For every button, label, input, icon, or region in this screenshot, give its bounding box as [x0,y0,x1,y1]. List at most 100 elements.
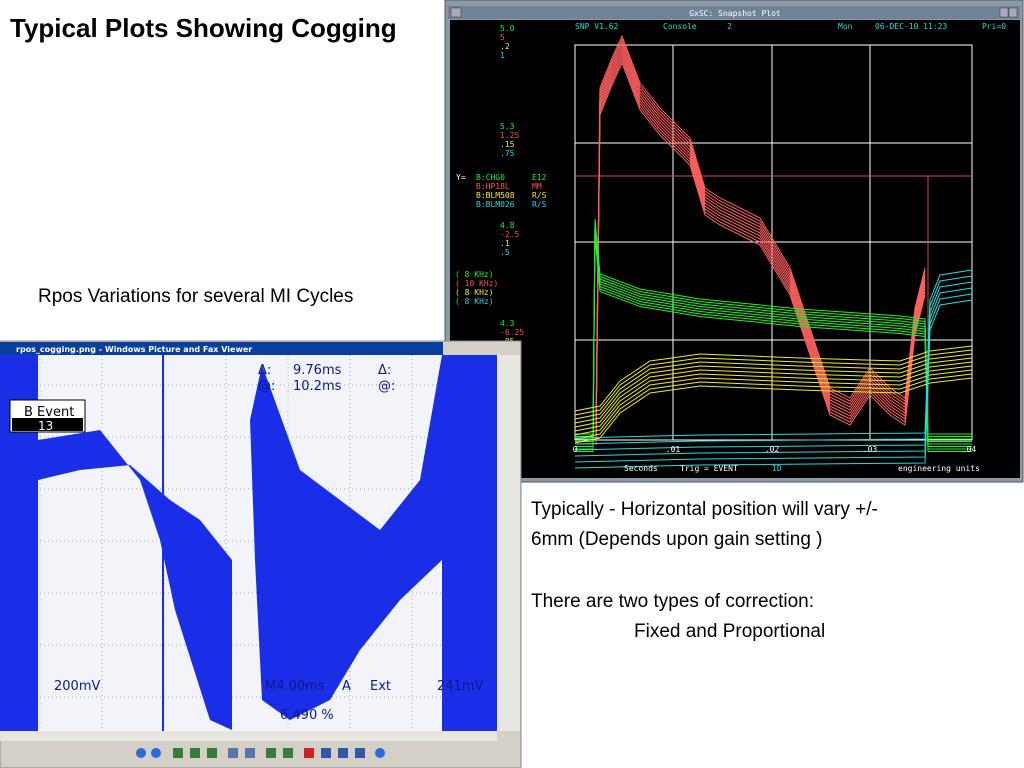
scrollbar[interactable] [0,731,497,741]
x-tick-label: .04 [962,445,977,454]
trace [574,345,973,412]
axis-label: 1.25 [500,131,519,140]
toolbar-button[interactable] [151,748,161,758]
rate-label: ( 10 KHz) [455,279,498,288]
window-button[interactable] [1008,7,1018,18]
legend-entry: B:BLM508 [476,191,515,200]
trace [595,52,926,437]
status-text: A [342,679,351,694]
toolbar-button[interactable] [173,748,183,758]
axis-label: .1 [500,239,510,248]
axis-label: -2.5 [500,230,519,239]
toolbar-button[interactable] [338,748,348,758]
snapshot-window: GxSC: Snapshot Plot SNP V1.62 Console 2 Mon… [444,0,1024,483]
status-text: 6.490 % [280,708,334,723]
trace [574,349,973,416]
body-text: 6mm (Depends upon gain setting ) [531,529,823,550]
cursor-text: @: [258,379,275,394]
trace-fill [38,430,232,730]
slide-title: Typical Plots Showing Cogging [10,13,397,43]
cursor-text: Δ: [258,363,271,378]
event-number-bg [12,418,83,431]
trace [574,299,973,469]
body-text: Fixed and Proportional [634,621,825,642]
toolbar-button[interactable] [190,748,200,758]
trace [574,369,973,436]
toolbar-button[interactable] [245,748,255,758]
legend-unit: R/S [532,191,547,200]
scrollbar[interactable] [497,355,520,731]
x-tick-label: .02 [765,445,780,454]
trace [595,37,926,422]
axis-label: .75 [500,149,515,158]
axis-label: 5.3 [500,122,515,131]
window-title: GxSC: Snapshot Plot [689,9,781,18]
toolbar-button[interactable] [304,748,314,758]
toolbar [136,748,385,758]
window-button[interactable] [999,7,1009,18]
viewer-window: rpos_cogging.png - Windows Picture and F… [0,340,522,768]
status-text: 241mV [437,679,483,694]
caption: Rpos Variations for several MI Cycles [38,286,353,307]
rate-label: ( 8 KHz) [455,297,494,306]
toolbar-button[interactable] [207,748,217,758]
trace [574,353,973,420]
rate-label: ( 8 KHz) [455,288,494,297]
trace [595,43,926,428]
toolbar-button[interactable] [136,748,146,758]
window-title: rpos_cogging.png - Windows Picture and F… [16,345,252,354]
trace [574,361,973,428]
trace [595,55,926,440]
header-text: SNP V1.62 [575,22,619,31]
toolbar-button[interactable] [283,748,293,758]
toolbar-button[interactable] [375,748,385,758]
toolbar-button[interactable] [228,748,238,758]
trace [595,49,926,434]
trace [595,58,926,443]
footer-text: Trig = EVENT [680,464,738,473]
header-text: 2 [727,22,732,31]
x-tick-label: .03 [863,445,878,454]
title-bar [448,6,1020,19]
rate-label: ( 8 KHz) [455,270,494,279]
cursor-text: 10.2ms [293,379,342,394]
axis-label: 4.3 [500,319,515,328]
legend-entry: B:HP18L [476,182,510,191]
toolbar-button[interactable] [321,748,331,758]
axis-label: -6.25 [500,328,524,337]
trace-fill [250,355,442,720]
traces [574,34,973,469]
axis-label: 5.0 [500,24,515,33]
toolbar-button[interactable] [355,748,365,758]
trace [574,373,973,440]
axis-label: 1 [500,51,505,60]
x-tick-label: .01 [666,445,681,454]
window-button[interactable] [450,7,462,18]
header-text: Console [663,22,697,31]
cursor-text: Δ: [378,363,391,378]
cursor-text: @: [378,379,395,394]
axis-label: 5 [500,33,505,42]
toolbar-button[interactable] [266,748,276,758]
trace [595,34,926,419]
legend-entry: B:CHG0 [476,173,505,182]
cursor-text: 9.76ms [293,363,342,378]
plot-background [450,20,1020,478]
trace [595,40,926,425]
event-number: 13 [38,419,53,433]
legend-label: Y= [456,173,466,182]
body-text: Typically - Horizontal position will var… [531,499,878,520]
x-tick-label: 0 [573,445,578,454]
footer-text: 1D [772,464,782,473]
legend-unit: MM [532,182,542,191]
axis-label: 4.8 [500,221,515,230]
body-text: There are two types of correction: [531,591,814,612]
trace [574,357,973,424]
trace [574,377,973,444]
trace [595,61,926,446]
footer-text: engineering units [898,464,980,473]
legend-entry: B:BLM026 [476,200,515,209]
trace [575,236,972,452]
header-text: Mon [838,22,853,31]
